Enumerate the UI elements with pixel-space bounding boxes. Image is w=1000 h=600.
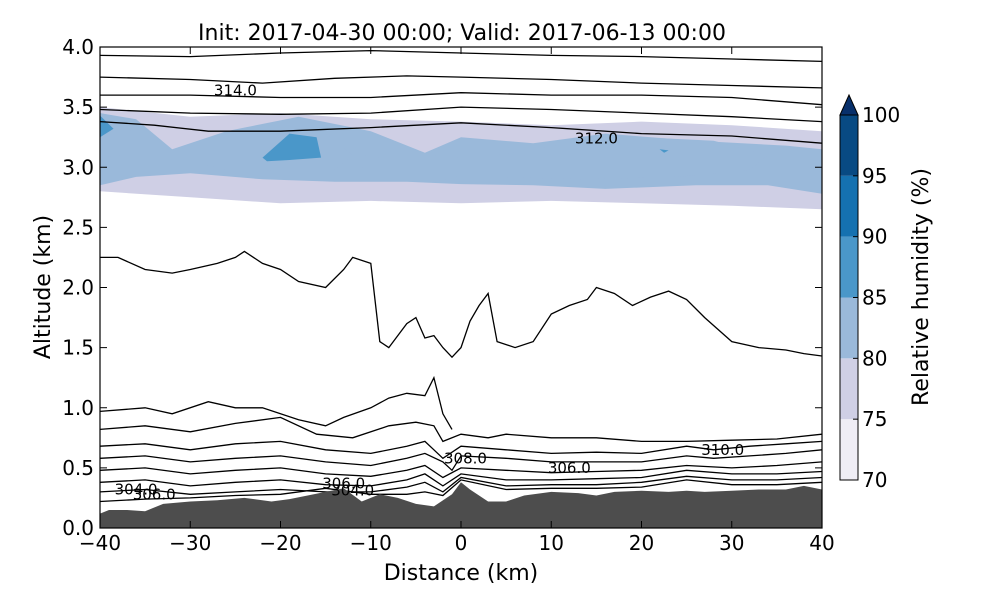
- colorbar-tick-label: 75: [862, 407, 887, 431]
- contour-label-7: 304.0: [115, 481, 158, 499]
- x-axis: −40 −30 −20 −10 0 10 20 30 40: [79, 47, 835, 555]
- theta-contour-11: [100, 469, 822, 487]
- y-tick-label: 3.5: [62, 95, 94, 119]
- y-tick-label: 1.5: [62, 336, 94, 360]
- humidity-region-9: [100, 115, 114, 138]
- theta-contour-6: [100, 375, 453, 430]
- contour-label-3: 308.0: [444, 449, 487, 467]
- terrain: [100, 482, 822, 528]
- contour-label-0: 314.0: [214, 81, 257, 99]
- colorbar-tick-label: 90: [862, 225, 887, 249]
- x-tick-label: 30: [719, 531, 744, 555]
- contour-label-2: 310.0: [701, 441, 744, 459]
- y-tick-label: 0.0: [62, 516, 94, 540]
- chart-title: Init: 2017-04-30 00:00; Valid: 2017-06-1…: [198, 21, 726, 46]
- colorbar-tick-label: 80: [862, 346, 887, 370]
- humidity-region-6: [497, 137, 768, 180]
- y-tick-label: 1.0: [62, 396, 94, 420]
- colorbar-segment: [840, 297, 858, 359]
- colorbar-segment: [840, 115, 858, 176]
- y-axis: 0.0 0.5 1.0 1.5 2.0 2.5 3.0 3.5 4.0: [62, 35, 822, 540]
- theta-contour-7: [100, 416, 822, 443]
- humidity-region-5: [429, 155, 461, 182]
- x-axis-title: Distance (km): [384, 561, 539, 586]
- contour-labels: 314.0312.0310.0308.0306.0306.0304.0304.0…: [115, 81, 745, 503]
- plot-area: [100, 49, 822, 528]
- theta-contour-2: [100, 92, 822, 106]
- contour-label-6: 304.0: [331, 482, 374, 500]
- x-tick-label: 0: [455, 531, 468, 555]
- colorbar-title: Relative humidity (%): [909, 168, 934, 406]
- colorbar-segment: [840, 358, 858, 420]
- theta-contour-9: [100, 449, 822, 472]
- colorbar-segment: [840, 419, 858, 480]
- y-tick-label: 0.5: [62, 456, 94, 480]
- colorbar-extend-arrow: [839, 93, 859, 116]
- theta-contour-8: [100, 440, 822, 460]
- theta-contour-5: [100, 250, 822, 359]
- humidity-region-2: [100, 113, 137, 158]
- y-tick-label: 2.5: [62, 215, 94, 239]
- x-tick-label: 10: [539, 531, 564, 555]
- theta-contour-13: [100, 479, 822, 503]
- x-tick-label: −30: [169, 531, 211, 555]
- theta-contour-3: [100, 106, 822, 123]
- colorbar: 70 75 80 85 90 95 100: [839, 93, 900, 492]
- theta-contour-12: [100, 475, 822, 495]
- y-tick-label: 4.0: [62, 35, 94, 59]
- x-tick-label: 40: [809, 531, 834, 555]
- contour-label-8: 306.0: [133, 485, 176, 503]
- y-tick-label: 3.0: [62, 155, 94, 179]
- humidity-field: [100, 107, 822, 210]
- humidity-region-7: [262, 133, 322, 162]
- colorbar-tick-label: 70: [862, 468, 887, 492]
- colorbar-segment: [840, 236, 858, 298]
- x-tick-label: −20: [259, 531, 301, 555]
- colorbar-tick-label: 100: [862, 103, 900, 127]
- contour-label-1: 312.0: [575, 129, 618, 147]
- colorbar-tick-label: 85: [862, 286, 887, 310]
- contour-label-5: 306.0: [322, 475, 365, 493]
- colorbar-tick-label: 95: [862, 164, 887, 188]
- humidity-region-4: [361, 155, 380, 171]
- x-tick-label: −10: [350, 531, 392, 555]
- contour-label-4: 306.0: [548, 459, 591, 477]
- theta-contours: [100, 49, 822, 503]
- theta-contour-1: [100, 75, 822, 89]
- x-tick-label: −40: [79, 531, 121, 555]
- theta-contour-4: [100, 120, 822, 144]
- theta-contour-10: [100, 461, 822, 479]
- y-axis-title: Altitude (km): [31, 215, 56, 359]
- colorbar-segment: [840, 175, 858, 237]
- humidity-region-8: [659, 149, 669, 153]
- x-tick-label: 20: [629, 531, 654, 555]
- y-tick-label: 2.0: [62, 276, 94, 300]
